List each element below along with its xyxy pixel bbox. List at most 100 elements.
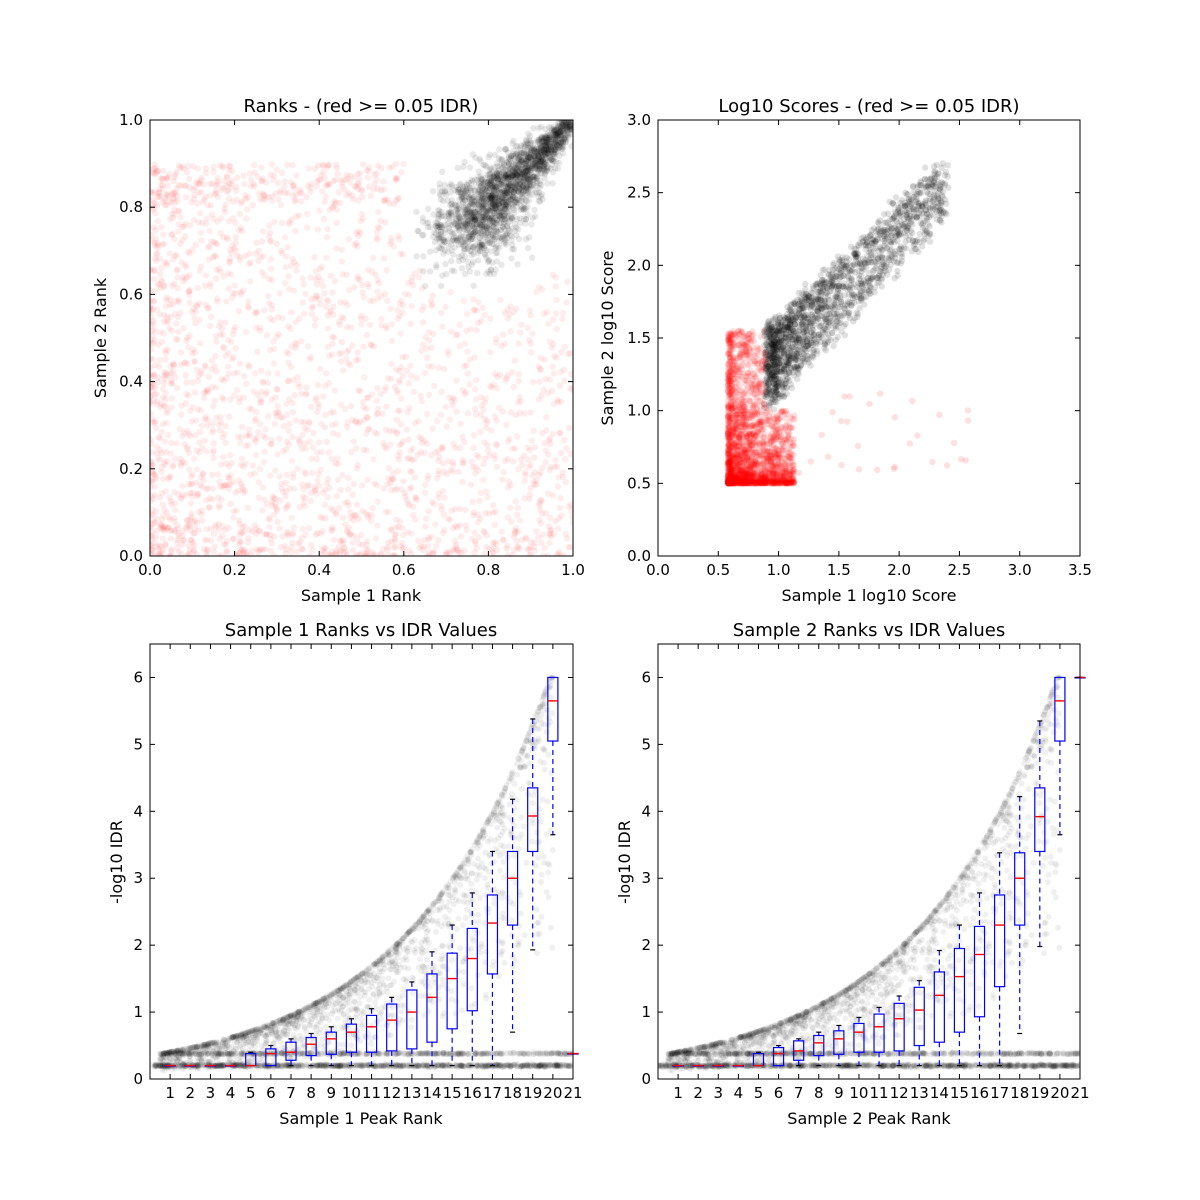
red-point (264, 413, 272, 420)
red-point (253, 434, 261, 441)
red-point (507, 482, 515, 489)
red-point (151, 160, 158, 168)
red-point (324, 181, 331, 189)
black-point (474, 269, 481, 277)
red-point (162, 303, 170, 310)
red-point (374, 410, 382, 417)
red-point (180, 325, 187, 332)
red-point (367, 341, 374, 348)
red-point (531, 481, 538, 488)
red-point (544, 490, 552, 497)
red-point (391, 552, 398, 556)
red-point (363, 405, 370, 413)
red-point (173, 522, 180, 529)
red-point (164, 431, 172, 439)
red-point (459, 459, 467, 466)
red-point (527, 340, 534, 347)
red-point (212, 240, 220, 247)
red-point (510, 308, 517, 316)
red-point (157, 446, 164, 454)
red-point (152, 235, 160, 243)
red-point (378, 551, 385, 556)
red-point (483, 543, 490, 551)
red-point (201, 395, 208, 402)
red-point (174, 228, 182, 235)
red-point (179, 458, 186, 465)
red-point (357, 312, 365, 319)
red-point (158, 449, 166, 457)
red-point (409, 503, 417, 510)
red-point (308, 455, 315, 463)
red-point (395, 456, 403, 463)
red-point (186, 222, 193, 229)
red-point (538, 392, 545, 399)
red-point (399, 372, 407, 380)
red-point (332, 551, 339, 556)
red-point (242, 191, 249, 199)
red-point (278, 249, 286, 257)
red-point (224, 173, 231, 180)
red-point (190, 195, 197, 203)
red-point (241, 180, 248, 187)
red-point (182, 400, 190, 407)
red-point (181, 182, 188, 189)
red-point (277, 497, 284, 504)
red-point (194, 491, 202, 498)
ranks-point-cloud (150, 120, 573, 556)
red-point (399, 438, 407, 445)
red-point (157, 270, 164, 278)
red-point (189, 350, 196, 357)
red-point (412, 494, 419, 502)
red-point (462, 506, 469, 514)
red-point (531, 547, 538, 555)
red-point (168, 231, 176, 238)
red-point (214, 471, 222, 478)
red-point (226, 162, 234, 170)
red-point (341, 176, 348, 184)
red-point (384, 375, 392, 382)
red-point (392, 531, 400, 538)
red-point (439, 529, 447, 537)
red-point (180, 165, 188, 172)
red-point (199, 517, 206, 524)
red-point (181, 359, 188, 367)
red-point (491, 521, 498, 528)
red-point (363, 430, 370, 437)
red-point (256, 465, 264, 472)
red-point (168, 501, 175, 508)
red-point (368, 341, 375, 349)
red-point (199, 507, 206, 514)
red-point (350, 174, 357, 181)
black-point (461, 245, 468, 253)
red-point (503, 421, 510, 429)
red-point (511, 527, 519, 534)
red-point (354, 275, 361, 283)
red-point (152, 475, 160, 482)
red-point (438, 309, 445, 317)
red-point (503, 375, 510, 382)
red-point (394, 232, 402, 240)
red-point (321, 198, 328, 205)
red-point (344, 423, 351, 431)
red-point (177, 182, 184, 189)
red-point (410, 388, 418, 396)
red-point (221, 208, 229, 215)
red-point (549, 271, 556, 278)
red-point (152, 210, 159, 217)
red-point (276, 435, 283, 442)
red-point (150, 533, 155, 540)
red-point (351, 284, 358, 291)
red-point (192, 241, 199, 248)
red-point (279, 414, 286, 421)
red-point (313, 281, 321, 288)
red-point (337, 299, 344, 306)
red-point (197, 263, 205, 270)
red-point (312, 397, 319, 404)
red-point (235, 307, 243, 315)
red-point (353, 535, 361, 542)
red-point (243, 206, 251, 213)
red-point (167, 296, 174, 303)
black-point (536, 156, 543, 163)
red-point (475, 453, 482, 461)
red-point (162, 390, 170, 397)
